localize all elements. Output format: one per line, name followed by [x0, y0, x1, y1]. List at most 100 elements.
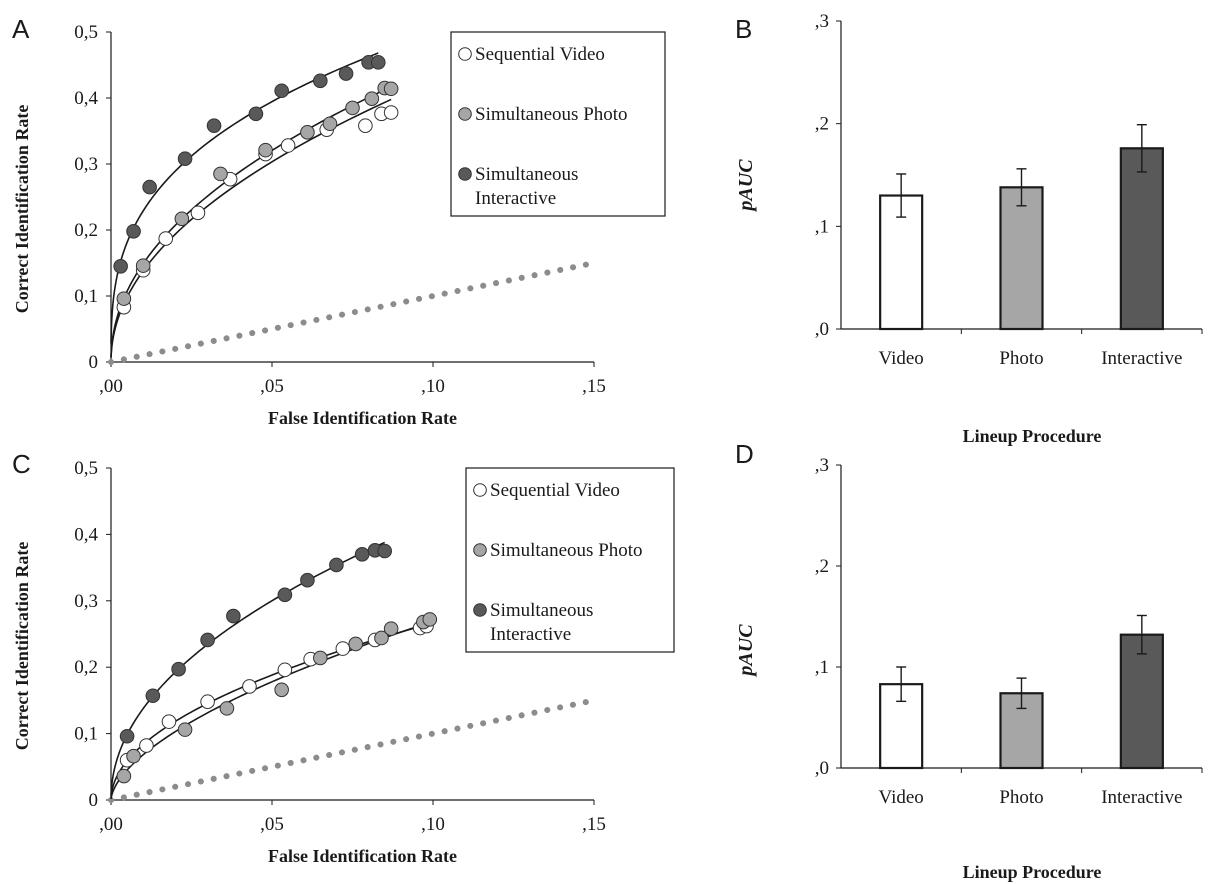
y-tick-label: 0,2	[74, 220, 98, 241]
legend-label: Simultaneous	[475, 164, 578, 185]
data-point-series-1	[190, 205, 206, 221]
fit-curve-series-3	[110, 541, 386, 796]
panel-d: D ,0 ,1 ,2 ,3 Video Photo Interactive pAUC Lineup…	[735, 439, 1203, 882]
data-point-series-1	[277, 662, 293, 678]
data-point-series-3	[313, 73, 328, 89]
legend-label: Simultaneous	[490, 600, 593, 621]
y-tick-label: 0,1	[74, 286, 98, 307]
data-point-series-3	[145, 688, 161, 704]
data-point-series-2	[345, 100, 360, 116]
category-label: Photo	[999, 348, 1043, 369]
data-point-series-3	[300, 572, 315, 588]
y-tick-label: 0,5	[74, 458, 98, 479]
data-point-series-1	[358, 118, 373, 134]
y-axis-title: pAUC	[735, 159, 757, 213]
data-point-series-3	[248, 106, 264, 122]
y-tick-label: 0,3	[74, 591, 98, 612]
data-point-series-1	[335, 641, 351, 656]
data-point-series-1	[200, 694, 215, 710]
data-point-series-1	[280, 138, 296, 153]
y-tick-label: ,3	[815, 11, 829, 32]
x-axis-title: Lineup Procedure	[963, 862, 1102, 882]
legend-marker-series-3	[458, 167, 472, 181]
x-tick-label: ,00	[99, 814, 123, 835]
x-tick-label: ,15	[582, 376, 606, 397]
data-point-series-3	[370, 55, 386, 70]
data-point-series-3	[200, 632, 215, 648]
data-point-series-2	[383, 81, 399, 97]
data-point-series-3	[277, 587, 293, 603]
data-point-series-2	[300, 125, 315, 140]
chance-diagonal-line	[108, 260, 597, 365]
y-tick-label: ,1	[815, 216, 829, 237]
data-point-series-1	[158, 231, 174, 246]
data-point-series-3	[206, 118, 222, 134]
data-point-series-2	[116, 768, 132, 784]
y-tick-label: 0,4	[74, 524, 98, 545]
data-point-series-2	[383, 621, 399, 636]
panel-letter: D	[735, 439, 754, 469]
data-point-series-2	[348, 636, 364, 652]
data-point-series-3	[177, 151, 193, 167]
data-point-series-3	[171, 661, 186, 677]
legend-marker-series-1	[473, 483, 487, 497]
data-point-series-3	[119, 728, 135, 744]
data-point-series-2	[274, 682, 289, 698]
legend-marker-series-3	[473, 603, 487, 617]
x-tick-label: ,05	[260, 814, 284, 835]
bar-interactive	[1119, 147, 1164, 331]
y-tick-label: ,0	[815, 319, 829, 340]
data-point-series-2	[116, 291, 132, 306]
y-tick-label: 0,2	[74, 657, 98, 678]
category-label: Interactive	[1101, 787, 1182, 808]
fit-curve-series-1	[110, 623, 427, 798]
category-label: Video	[879, 348, 924, 369]
y-axis-title: Correct Identification Rate	[12, 105, 32, 314]
legend-box	[465, 467, 675, 653]
data-point-series-3	[113, 259, 128, 274]
data-point-series-2	[219, 701, 235, 716]
x-tick-label: ,15	[582, 814, 606, 835]
data-point-series-2	[422, 612, 438, 627]
data-point-series-2	[374, 630, 389, 646]
bar-interactive	[1119, 633, 1164, 770]
bar-photo	[999, 186, 1044, 331]
data-point-series-3	[377, 543, 393, 559]
panel-letter: C	[12, 449, 31, 479]
fit-curve-series-3	[110, 52, 379, 344]
y-tick-label: 0,5	[74, 22, 98, 43]
legend-marker-series-1	[458, 47, 472, 61]
y-tick-label: ,1	[815, 657, 829, 678]
data-point-series-3	[338, 66, 354, 81]
legend-label: Interactive	[490, 624, 571, 645]
data-point-series-2	[177, 722, 193, 737]
y-tick-label: ,2	[815, 114, 829, 135]
legend-box	[450, 31, 666, 217]
chance-diagonal-line	[108, 697, 597, 803]
panel-c: C 0 0,1 0,2 0,3 0,4 0,5 ,00 ,05 ,10 ,15 False Ident…	[12, 449, 675, 866]
data-point-series-3	[142, 179, 157, 195]
y-tick-label: ,2	[815, 556, 829, 577]
category-label: Photo	[999, 787, 1043, 808]
data-point-series-2	[258, 142, 273, 158]
x-axis-title: False Identification Rate	[268, 408, 457, 428]
category-label: Interactive	[1101, 348, 1182, 369]
fit-curve-series-1	[110, 98, 392, 358]
x-tick-label: ,00	[99, 376, 123, 397]
panel-letter: A	[12, 14, 30, 44]
legend-label: Sequential Video	[475, 44, 605, 65]
data-point-series-2	[126, 748, 141, 764]
x-tick-label: ,10	[421, 814, 445, 835]
data-point-series-3	[226, 608, 241, 624]
data-point-series-2	[213, 166, 228, 182]
x-tick-label: ,05	[260, 376, 284, 397]
fit-curve-series-2	[110, 86, 392, 357]
data-point-series-2	[364, 91, 380, 106]
data-point-series-2	[174, 211, 190, 227]
y-axis-title: pAUC	[735, 624, 757, 678]
y-tick-label: 0,1	[74, 724, 98, 745]
category-label: Video	[879, 787, 924, 808]
data-point-series-3	[274, 83, 289, 99]
y-tick-label: ,0	[815, 758, 829, 779]
